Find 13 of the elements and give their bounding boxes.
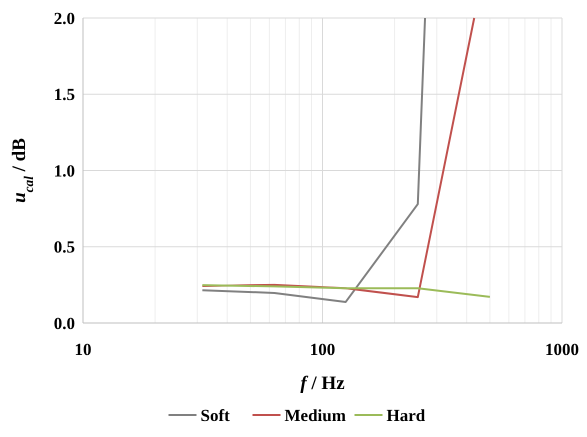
- legend-label: Soft: [200, 406, 230, 425]
- legend-label: Hard: [386, 406, 426, 425]
- y-tick-label: 0.5: [54, 238, 75, 257]
- x-tick-label: 100: [310, 340, 336, 359]
- x-tick-label: 1000: [545, 340, 579, 359]
- y-tick-label: 0.0: [54, 314, 75, 333]
- x-axis-title: f / Hz: [300, 373, 346, 394]
- legend-label: Medium: [284, 406, 346, 425]
- x-tick-label: 10: [74, 340, 92, 359]
- y-tick-label: 2.0: [54, 8, 75, 28]
- line-series: [201, 284, 491, 298]
- y-tick-label: 1.0: [54, 161, 75, 180]
- y-tick-label: 1.5: [54, 85, 75, 104]
